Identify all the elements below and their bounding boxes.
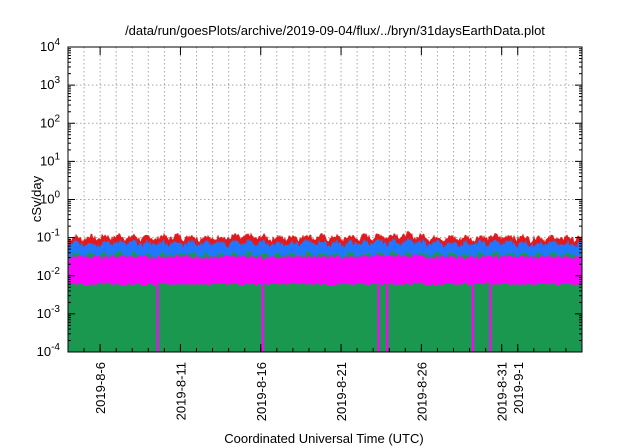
x-tick-label: 2019-8-16 [254, 362, 269, 421]
x-tick-label: 2019-8-11 [173, 362, 188, 420]
series-group [68, 230, 582, 353]
y-tick-label: 100 [40, 190, 60, 207]
x-axis-label: Coordinated Universal Time (UTC) [224, 431, 423, 446]
x-tick-label: 2019-8-6 [93, 362, 108, 414]
y-axis-label: cSv/day [29, 175, 44, 222]
y-tick-labels: 10-4 10-3 10-2 10-1 100 101 102 103 104 [37, 37, 61, 359]
y-tick-label: 102 [40, 113, 60, 130]
y-tick-label: 10-4 [37, 342, 61, 359]
y-tick-label: 10-3 [37, 304, 61, 321]
x-tick-labels: 2019-8-6 2019-8-11 2019-8-16 2019-8-21 2019-… [93, 362, 526, 421]
axis-ticks [68, 46, 582, 353]
y-tick-label: 10-1 [37, 228, 61, 245]
y-tick-label: 103 [40, 75, 60, 92]
x-tick-label: 2019-8-31 [495, 362, 510, 421]
y-tick-label: 104 [40, 37, 60, 54]
x-tick-label: 2019-8-26 [414, 362, 429, 421]
y-tick-label: 101 [40, 151, 60, 168]
x-tick-label: 2019-8-21 [334, 362, 349, 421]
chart-title: /data/run/goesPlots/archive/2019-09-04/f… [125, 23, 545, 38]
x-tick-label: 2019-9-1 [511, 362, 526, 414]
grid-lines [68, 47, 582, 352]
y-tick-label: 10-2 [37, 266, 61, 283]
series-band-magenta [68, 253, 582, 287]
